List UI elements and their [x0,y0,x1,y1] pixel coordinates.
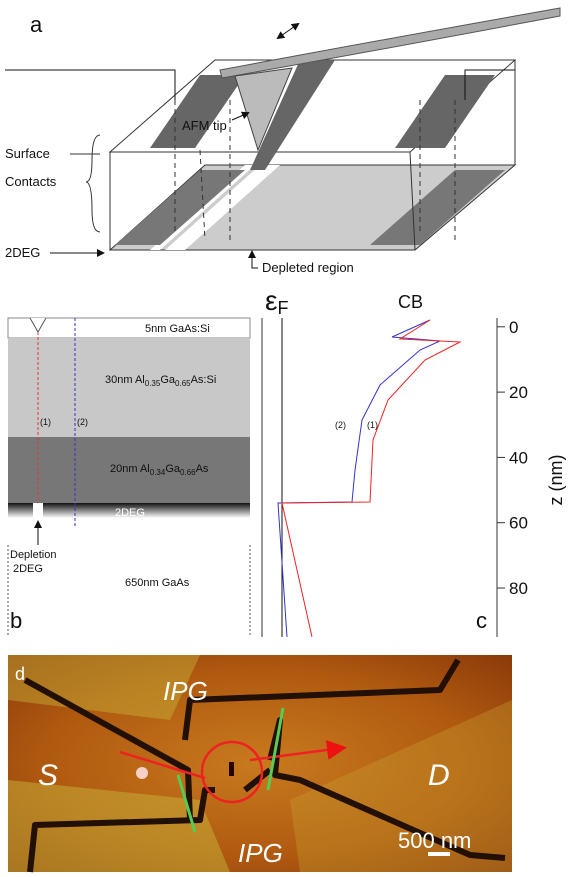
label: IPG [163,676,208,706]
curve-label: (1) [367,420,378,430]
label: AFM tip [182,118,227,133]
label: Depleted region [262,260,354,275]
panel-b: 5nm GaAs:Si 30nm Al0.35Ga0.65As:Si 20nm … [8,318,250,635]
line-label: (1) [40,417,51,427]
scale-bar [428,852,450,856]
panel-d: d IPG S D IPG 500 nm [8,655,512,872]
z-tick-label: 20 [509,383,528,402]
fermi-label: εF [265,285,288,318]
z-tick-label: 0 [509,318,518,337]
label: S [38,759,58,792]
panel-label: a [30,12,43,37]
band-label: CB [398,292,423,312]
particle [136,767,148,779]
panel-a: a AFM tip Surface Contacts 2DEG Depleted… [5,8,560,275]
axis-label: z (nm) [546,455,566,506]
label: IPG [238,838,283,868]
layer-label: 2DEG [115,507,145,519]
layer-label: 650nm GaAs [125,577,190,589]
label: D [428,759,450,792]
arrow [278,24,298,38]
label: 2DEG [5,245,40,260]
z-tick-label: 80 [509,579,528,598]
layer-label: 5nm GaAs:Si [145,323,210,335]
z-tick-label: 60 [509,514,528,533]
label: Surface [5,146,50,161]
line-label: (2) [77,417,88,427]
z-tick-label: 40 [509,448,528,467]
curve-label: (2) [335,420,346,430]
depletion-gap [33,503,43,521]
band-curve-2 [278,320,440,637]
panel-label: c [476,608,487,633]
label: Contacts [5,174,57,189]
frame [262,318,497,637]
layer-label: 30nm Al0.35Ga0.65As:Si [105,374,216,388]
brace [70,135,100,232]
scale-label: 500 nm [398,828,471,853]
band-curve-1 [282,320,460,637]
figure: a AFM tip Surface Contacts 2DEG Depleted… [0,0,571,877]
dot [229,762,234,776]
panel-label: b [10,608,22,633]
arrow [252,252,258,268]
panel-label: d [15,664,25,684]
